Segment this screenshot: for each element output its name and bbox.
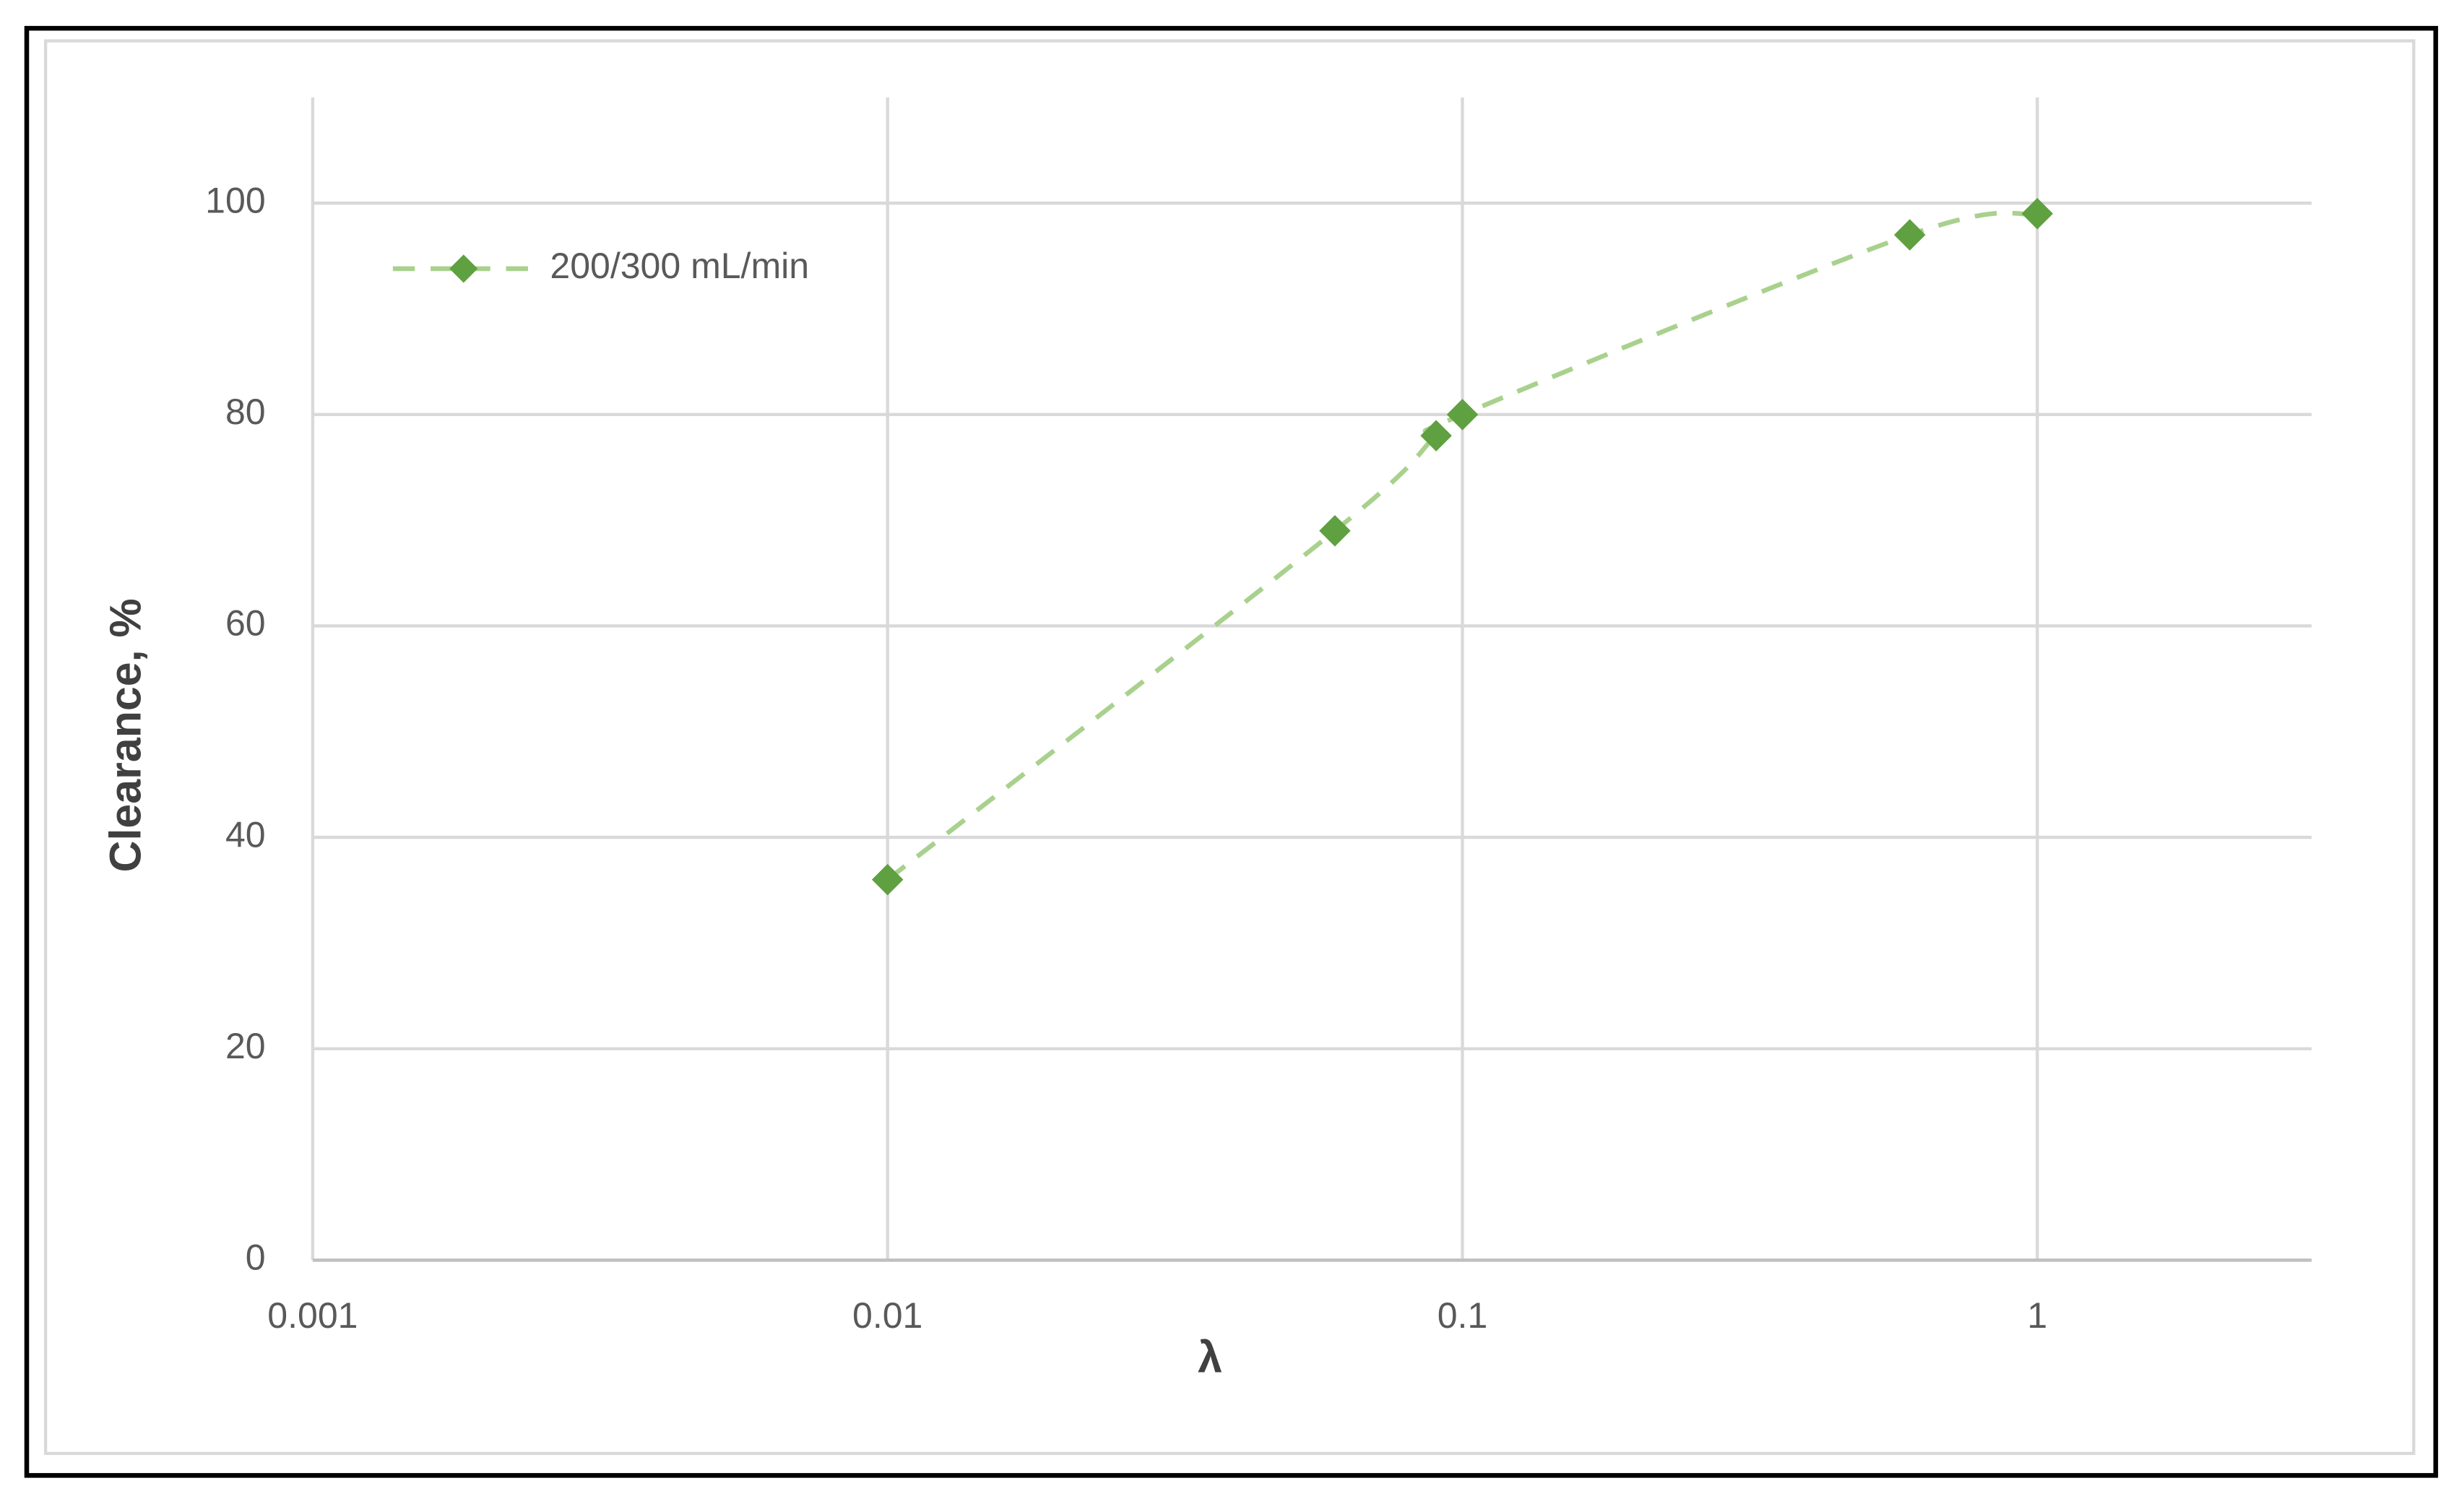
x-tick-label: 1 [2027, 1295, 2047, 1336]
y-tick-label: 40 [225, 814, 266, 855]
y-tick-label: 100 [205, 180, 265, 220]
data-point [1446, 399, 1479, 431]
y-tick-label: 80 [225, 392, 266, 432]
y-tick-label: 0 [246, 1237, 266, 1278]
x-tick-label: 0.001 [267, 1295, 358, 1336]
x-tick-label: 0.01 [852, 1295, 922, 1336]
x-tick-label: 0.1 [1438, 1295, 1488, 1336]
inner-frame [43, 39, 2416, 1456]
x-axis-title: λ [1198, 1333, 1222, 1382]
y-tick-label: 20 [225, 1026, 266, 1066]
legend-marker [449, 254, 478, 283]
data-point [1319, 515, 1351, 547]
outer-frame [24, 25, 2439, 1478]
y-axis-title: Clearance, % [100, 598, 150, 872]
data-point [1893, 219, 1926, 251]
data-point [1420, 420, 1452, 452]
y-tick-label: 60 [225, 603, 266, 644]
legend-label: 200/300 mL/min [550, 246, 809, 286]
data-point [2021, 198, 2054, 230]
